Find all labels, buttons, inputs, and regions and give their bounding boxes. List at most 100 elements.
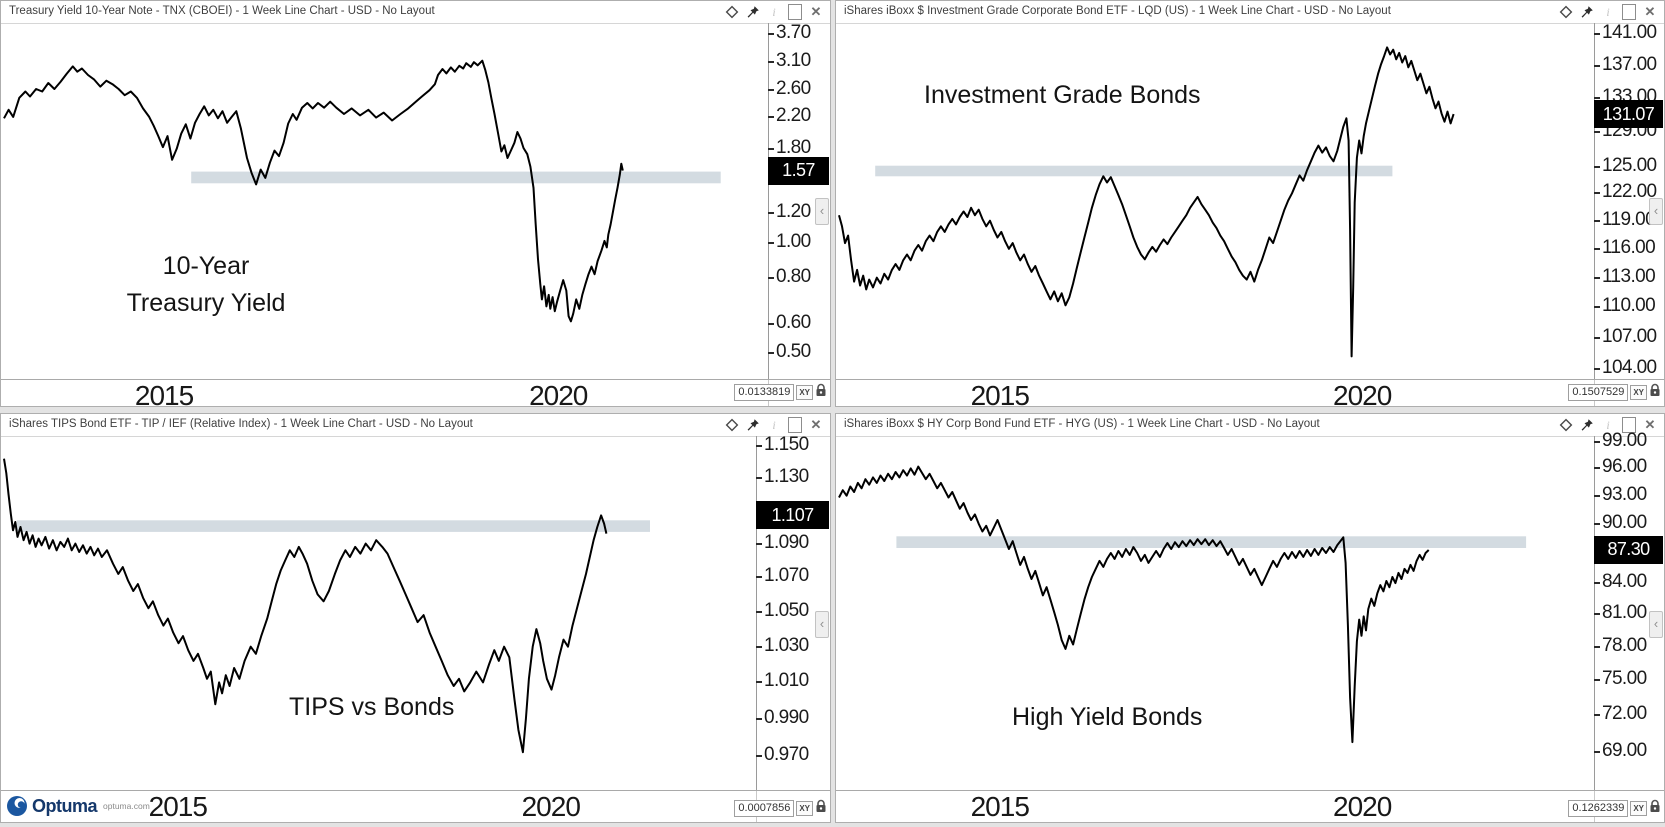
xy-scale-toggle[interactable]: XY — [796, 801, 813, 816]
y-axis-tick — [768, 33, 774, 35]
y-axis-tick — [1594, 751, 1600, 753]
panel-title: Treasury Yield 10-Year Note - TNX (CBOEI… — [9, 5, 435, 17]
x-axis-year-label: 2020 — [1333, 380, 1392, 411]
y-axis-label: 113.00 — [1602, 265, 1656, 287]
price-line-chart[interactable] — [837, 23, 1595, 379]
panel-titlebar[interactable]: iShares iBoxx $ HY Corp Bond Fund ETF - … — [836, 414, 1664, 437]
scale-value: 0.1507529 — [1568, 384, 1629, 401]
y-axis-line[interactable] — [1594, 436, 1595, 822]
support-zone-band[interactable] — [875, 165, 1393, 177]
close-icon[interactable]: ✕ — [810, 417, 822, 432]
y-axis-label: 3.70 — [776, 22, 811, 43]
y-axis-tick — [1594, 679, 1600, 682]
panel-titlebar[interactable]: Treasury Yield 10-Year Note - TNX (CBOEI… — [1, 1, 830, 24]
lock-icon[interactable] — [815, 383, 827, 402]
y-axis-tick — [768, 212, 774, 215]
lock-icon[interactable] — [815, 799, 827, 818]
close-icon[interactable]: ✕ — [810, 4, 822, 19]
x-axis-row[interactable]: 2015 2020 — [1, 790, 830, 822]
pin-icon[interactable] — [1580, 5, 1594, 19]
diamond-icon[interactable] — [725, 5, 739, 19]
lock-icon[interactable] — [1649, 383, 1661, 402]
y-axis-label: 119.00 — [1602, 208, 1656, 230]
y-axis-tick — [1594, 192, 1600, 195]
x-axis-row[interactable]: 2015 2020 — [1, 379, 830, 411]
price-series-line[interactable] — [838, 46, 1455, 358]
scroll-left-button[interactable]: ‹ — [815, 198, 829, 225]
xy-scale-toggle[interactable]: XY — [1630, 385, 1647, 400]
xy-scale-toggle[interactable]: XY — [796, 385, 813, 400]
price-series-line[interactable] — [3, 59, 624, 323]
xy-scale-toggle[interactable]: XY — [1630, 801, 1647, 816]
y-axis-tick — [768, 277, 774, 280]
y-axis-tick — [1594, 306, 1600, 309]
scroll-left-button[interactable]: ‹ — [1649, 611, 1663, 638]
close-icon[interactable]: ✕ — [1644, 417, 1656, 432]
x-axis-row[interactable]: 2015 2020 — [836, 379, 1664, 411]
info-icon[interactable]: i — [772, 4, 776, 19]
support-zone-band[interactable] — [191, 171, 721, 184]
y-axis-label: 125.00 — [1602, 154, 1657, 176]
y-axis-tick — [1594, 130, 1600, 133]
y-axis-line[interactable] — [756, 436, 757, 822]
chart-panel-lqd: iShares iBoxx $ Investment Grade Corpora… — [835, 0, 1665, 411]
y-axis-label: 90.00 — [1602, 511, 1647, 533]
y-axis-line[interactable] — [768, 23, 769, 406]
scale-value: 0.0007856 — [734, 800, 795, 817]
info-icon[interactable]: i — [772, 417, 776, 432]
y-axis-tick — [1594, 522, 1600, 525]
y-axis-line[interactable] — [1594, 23, 1595, 406]
price-line-chart[interactable] — [837, 436, 1595, 790]
y-axis-label: 1.070 — [764, 565, 809, 587]
titlebar-icons: i ✕ — [725, 3, 823, 21]
maximize-icon[interactable] — [788, 417, 802, 433]
info-icon[interactable]: i — [1606, 4, 1610, 19]
y-axis-tick — [1594, 219, 1600, 222]
scroll-left-button[interactable]: ‹ — [1649, 198, 1663, 225]
optuma-logo-icon — [7, 796, 27, 816]
lock-icon[interactable] — [1649, 799, 1661, 818]
price-series-line[interactable] — [838, 465, 1430, 744]
panel-titlebar[interactable]: iShares TIPS Bond ETF - TIP / IEF (Relat… — [1, 414, 830, 437]
y-axis-label: 1.010 — [764, 670, 809, 692]
maximize-icon[interactable] — [788, 4, 802, 20]
diamond-icon[interactable] — [1559, 5, 1573, 19]
y-axis-label: 0.80 — [776, 266, 811, 288]
scroll-left-button[interactable]: ‹ — [815, 611, 829, 638]
maximize-icon[interactable] — [1622, 417, 1636, 433]
price-series-line[interactable] — [3, 458, 608, 754]
chart-annotation: High Yield Bonds — [1012, 703, 1203, 731]
x-axis-row[interactable]: 2015 2020 — [836, 790, 1664, 822]
last-price-label: 131.07 — [1594, 100, 1663, 129]
y-axis-tick — [1594, 441, 1600, 443]
y-axis-label: 0.990 — [764, 706, 809, 728]
x-axis-year-label: 2020 — [1333, 791, 1392, 822]
y-axis-tick — [1594, 645, 1600, 648]
info-icon[interactable]: i — [1606, 417, 1610, 432]
price-line-chart[interactable] — [2, 23, 769, 379]
pin-icon[interactable] — [1580, 418, 1594, 432]
y-axis-tick — [768, 147, 774, 150]
y-axis-label: 1.20 — [776, 201, 811, 223]
y-axis-tick — [756, 717, 762, 720]
price-line-chart[interactable] — [2, 436, 757, 790]
pin-icon[interactable] — [746, 5, 760, 19]
close-icon[interactable]: ✕ — [1644, 4, 1656, 19]
optuma-site-link[interactable]: optuma.com — [103, 801, 150, 811]
pin-icon[interactable] — [746, 418, 760, 432]
panel-titlebar[interactable]: iShares iBoxx $ Investment Grade Corpora… — [836, 1, 1664, 24]
support-zone-band[interactable] — [16, 520, 651, 532]
optuma-logo: Optuma optuma.com — [6, 795, 150, 817]
last-price-label: 1.107 — [756, 501, 829, 530]
diamond-icon[interactable] — [725, 418, 739, 432]
x-axis-year-label: 2015 — [970, 380, 1030, 411]
y-axis-tick — [756, 681, 762, 684]
y-axis-label: 96.00 — [1602, 456, 1647, 478]
maximize-icon[interactable] — [1622, 4, 1636, 20]
y-axis-label: 84.00 — [1602, 571, 1647, 593]
y-axis-tick — [1594, 368, 1600, 370]
diamond-icon[interactable] — [1559, 418, 1573, 432]
y-axis-label: 72.00 — [1602, 703, 1647, 725]
scale-value: 0.0133819 — [734, 384, 795, 401]
panel-title: iShares iBoxx $ Investment Grade Corpora… — [844, 5, 1391, 17]
